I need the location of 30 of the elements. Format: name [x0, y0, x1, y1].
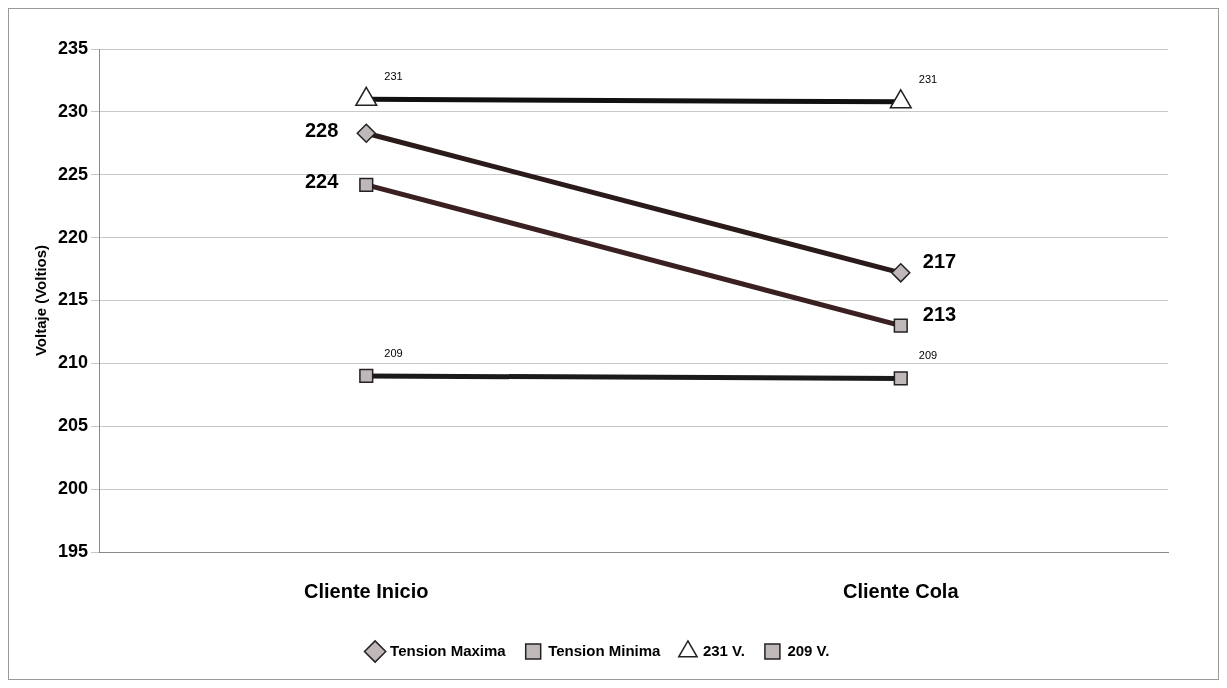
- data-label: 209: [918, 349, 938, 362]
- y-axis-title: Voltaje (Voltios): [32, 244, 50, 357]
- data-label: 231: [384, 70, 403, 83]
- point: [359, 368, 374, 384]
- point: [893, 318, 908, 333]
- legend-label: Tension Maxima: [390, 641, 507, 659]
- point: [359, 177, 374, 192]
- y-tick-label: 195: [57, 540, 89, 561]
- x-tick-label: Cliente Cola: [842, 579, 960, 602]
- data-label: 224: [304, 170, 340, 193]
- data-label: 217: [922, 250, 957, 273]
- legend-label: 231 V.: [702, 641, 745, 659]
- point: [356, 123, 377, 143]
- point: [891, 263, 911, 283]
- point: [893, 371, 908, 386]
- y-tick-label: 220: [57, 226, 89, 247]
- legend-label: 209 V.: [787, 641, 830, 659]
- data-label: 209: [384, 346, 403, 359]
- legend-label: Tension Minima: [548, 641, 662, 659]
- data-label: 231: [918, 72, 938, 85]
- y-tick-label: 235: [57, 37, 89, 58]
- y-tick-label: 210: [57, 352, 89, 373]
- data-label: 228: [304, 118, 339, 141]
- y-tick-label: 230: [57, 100, 89, 121]
- data-label: 213: [922, 303, 957, 326]
- y-tick-label: 200: [57, 478, 89, 499]
- y-tick-label: 225: [57, 163, 89, 184]
- y-tick-label: 215: [57, 289, 89, 310]
- x-tick-label: Cliente Inicio: [304, 579, 429, 602]
- y-tick-label: 205: [57, 415, 89, 436]
